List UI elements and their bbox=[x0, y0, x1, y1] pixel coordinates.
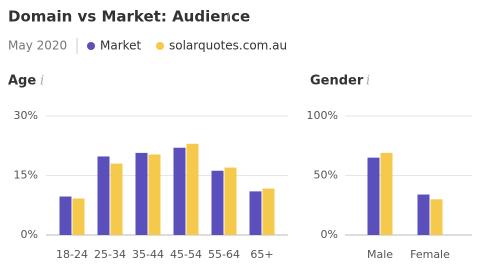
bar bbox=[173, 147, 186, 235]
date: May 2020 bbox=[8, 39, 67, 53]
legend-marker bbox=[87, 42, 95, 50]
x-tick-label: 35-44 bbox=[132, 248, 164, 261]
bar bbox=[211, 170, 224, 235]
legend-label: solarquotes.com.au bbox=[169, 39, 287, 53]
bar bbox=[59, 196, 72, 235]
info-icon: i bbox=[226, 11, 230, 26]
x-tick-label: 18-24 bbox=[56, 248, 88, 261]
y-tick-label: 50% bbox=[314, 169, 338, 182]
chart-title: Gender bbox=[310, 74, 364, 89]
x-tick-label: 65+ bbox=[250, 248, 273, 261]
info-icon: i bbox=[40, 74, 44, 89]
bar bbox=[224, 167, 237, 235]
bar bbox=[72, 198, 85, 235]
x-tick-label: 25-34 bbox=[94, 248, 126, 261]
y-tick-label: 0% bbox=[21, 228, 38, 241]
y-tick-label: 100% bbox=[307, 109, 338, 122]
bar bbox=[367, 157, 380, 235]
bar bbox=[380, 152, 393, 235]
bar bbox=[110, 163, 123, 235]
legend-label: Market bbox=[100, 39, 142, 53]
bar bbox=[430, 199, 443, 235]
bar bbox=[262, 188, 275, 235]
x-tick-label: 45-54 bbox=[170, 248, 202, 261]
y-tick-label: 15% bbox=[14, 169, 38, 182]
x-tick-label: Female bbox=[410, 248, 450, 261]
y-tick-label: 30% bbox=[14, 109, 38, 122]
bar bbox=[135, 152, 148, 235]
x-tick-label: Male bbox=[367, 248, 393, 261]
info-icon: i bbox=[366, 74, 370, 89]
x-tick-label: 55-64 bbox=[208, 248, 240, 261]
bar bbox=[186, 143, 199, 235]
chart-title: Age bbox=[8, 74, 36, 89]
bar bbox=[417, 194, 430, 235]
legend-marker bbox=[156, 42, 164, 50]
bar bbox=[249, 191, 262, 235]
bar bbox=[148, 154, 161, 235]
page-title: Domain vs Market: Audience bbox=[8, 8, 250, 26]
y-tick-label: 0% bbox=[321, 228, 338, 241]
bar bbox=[97, 156, 110, 235]
